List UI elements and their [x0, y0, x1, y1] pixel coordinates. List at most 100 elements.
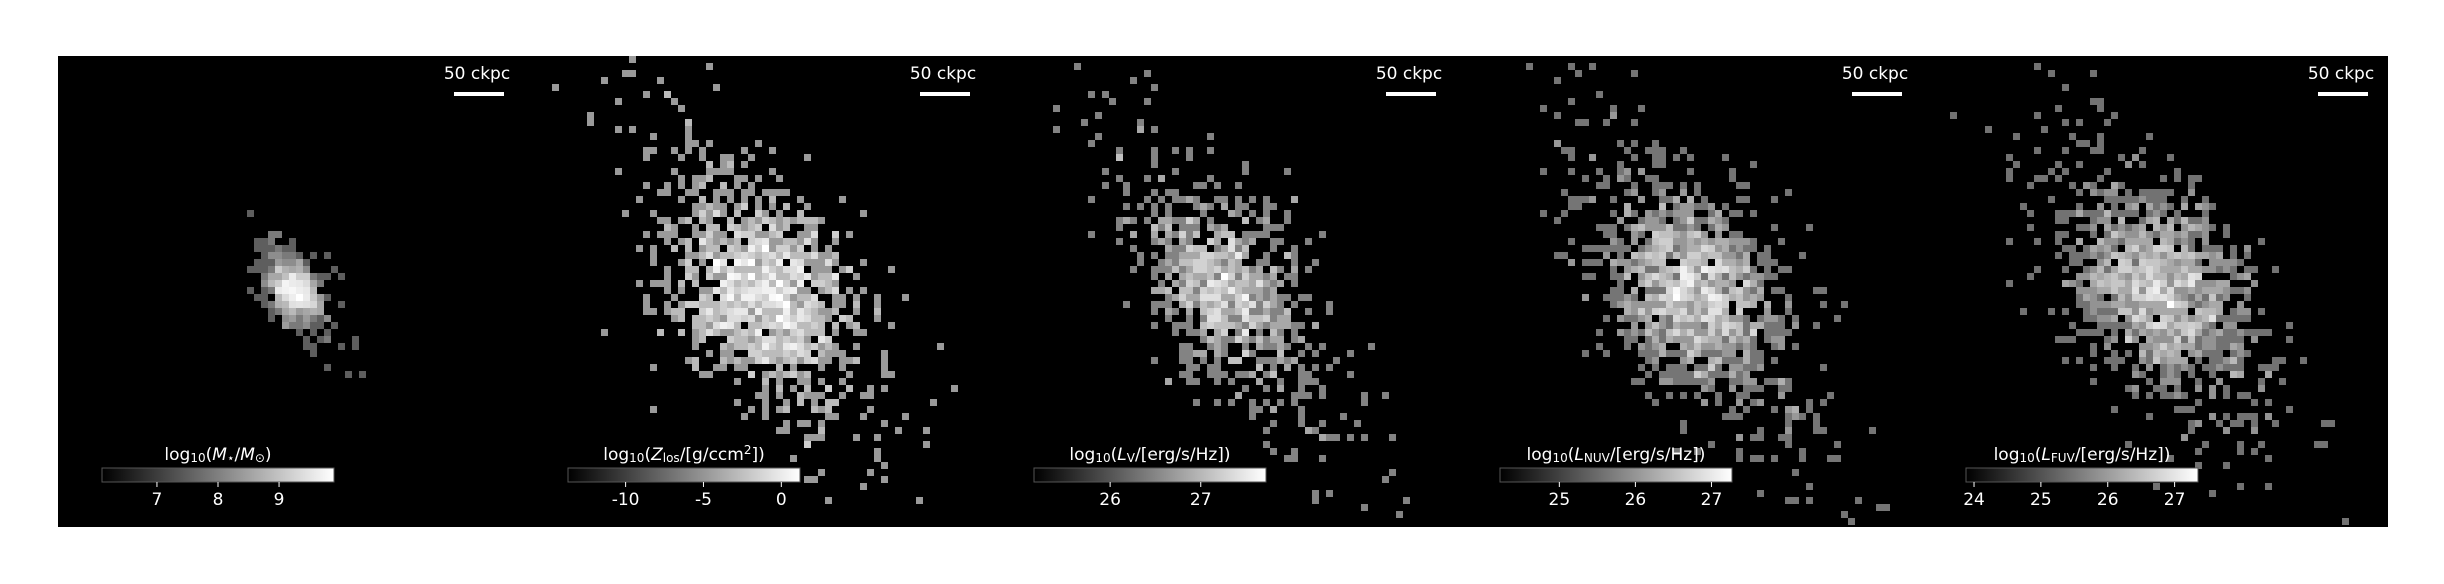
- image-pixel: [317, 315, 324, 322]
- image-pixel: [1263, 217, 1270, 224]
- image-pixel: [811, 308, 818, 315]
- image-pixel: [2146, 322, 2153, 329]
- image-pixel: [1256, 301, 1263, 308]
- image-pixel: [2188, 238, 2195, 245]
- image-pixel: [643, 231, 650, 238]
- image-pixel: [1228, 294, 1235, 301]
- image-pixel: [2195, 224, 2202, 231]
- image-pixel: [2167, 301, 2174, 308]
- image-pixel: [1715, 217, 1722, 224]
- image-pixel: [804, 252, 811, 259]
- image-pixel: [1778, 385, 1785, 392]
- image-pixel: [1715, 336, 1722, 343]
- image-pixel: [2139, 308, 2146, 315]
- image-pixel: [706, 161, 713, 168]
- image-pixel: [1687, 168, 1694, 175]
- image-pixel: [748, 301, 755, 308]
- image-pixel: [282, 287, 289, 294]
- image-pixel: [2069, 280, 2076, 287]
- image-pixel: [1645, 238, 1652, 245]
- image-pixel: [1659, 210, 1666, 217]
- image-pixel: [734, 287, 741, 294]
- image-pixel: [1645, 343, 1652, 350]
- image-pixel: [643, 308, 650, 315]
- image-pixel: [1652, 217, 1659, 224]
- image-pixel: [1596, 343, 1603, 350]
- image-pixel: [2188, 287, 2195, 294]
- image-pixel: [797, 273, 804, 280]
- image-pixel: [2174, 371, 2181, 378]
- image-pixel: [1221, 196, 1228, 203]
- image-pixel: [720, 364, 727, 371]
- image-pixel: [2202, 196, 2209, 203]
- image-pixel: [1284, 273, 1291, 280]
- image-pixel: [713, 364, 720, 371]
- image-pixel: [2160, 329, 2167, 336]
- image-pixel: [699, 308, 706, 315]
- image-pixel: [275, 280, 282, 287]
- image-pixel: [832, 259, 839, 266]
- image-pixel: [1207, 147, 1214, 154]
- image-pixel: [1715, 273, 1722, 280]
- image-pixel: [762, 322, 769, 329]
- image-pixel: [1214, 196, 1221, 203]
- image-pixel: [2097, 203, 2104, 210]
- image-pixel: [1291, 245, 1298, 252]
- image-pixel: [2090, 343, 2097, 350]
- image-pixel: [2167, 252, 2174, 259]
- image-pixel: [706, 315, 713, 322]
- image-pixel: [1694, 322, 1701, 329]
- image-pixel: [1680, 427, 1687, 434]
- image-pixel: [1312, 364, 1319, 371]
- image-pixel: [2146, 133, 2153, 140]
- image-pixel: [1582, 294, 1589, 301]
- image-pixel: [2160, 238, 2167, 245]
- image-pixel: [1757, 280, 1764, 287]
- image-pixel: [1652, 322, 1659, 329]
- image-pixel: [1813, 413, 1820, 420]
- image-pixel: [1736, 371, 1743, 378]
- image-pixel: [1680, 329, 1687, 336]
- image-pixel: [825, 497, 832, 504]
- image-pixel: [1673, 238, 1680, 245]
- image-pixel: [804, 476, 811, 483]
- image-pixel: [1771, 287, 1778, 294]
- image-pixel: [1757, 350, 1764, 357]
- image-pixel: [769, 259, 776, 266]
- image-pixel: [1680, 280, 1687, 287]
- image-pixel: [1638, 378, 1645, 385]
- image-pixel: [2132, 203, 2139, 210]
- image-pixel: [727, 315, 734, 322]
- image-pixel: [643, 91, 650, 98]
- image-pixel: [2076, 294, 2083, 301]
- image-pixel: [671, 147, 678, 154]
- image-pixel: [2167, 287, 2174, 294]
- image-pixel: [1249, 231, 1256, 238]
- image-pixel: [1666, 329, 1673, 336]
- image-pixel: [776, 371, 783, 378]
- image-pixel: [762, 315, 769, 322]
- image-pixel: [1130, 245, 1137, 252]
- image-pixel: [289, 245, 296, 252]
- colorbar-tick-label: 8: [213, 490, 224, 510]
- image-pixel: [1256, 259, 1263, 266]
- image-pixel: [1792, 497, 1799, 504]
- image-pixel: [1172, 217, 1179, 224]
- image-pixel: [846, 266, 853, 273]
- image-pixel: [1193, 280, 1200, 287]
- image-pixel: [1722, 322, 1729, 329]
- image-pixel: [1694, 182, 1701, 189]
- image-pixel: [1757, 252, 1764, 259]
- image-pixel: [1785, 427, 1792, 434]
- image-pixel: [2237, 364, 2244, 371]
- image-pixel: [2055, 252, 2062, 259]
- image-pixel: [1291, 322, 1298, 329]
- image-pixel: [1638, 273, 1645, 280]
- image-pixel: [2111, 280, 2118, 287]
- image-pixel: [874, 455, 881, 462]
- image-pixel: [755, 308, 762, 315]
- image-pixel: [2174, 329, 2181, 336]
- image-pixel: [2167, 364, 2174, 371]
- image-pixel: [1312, 497, 1319, 504]
